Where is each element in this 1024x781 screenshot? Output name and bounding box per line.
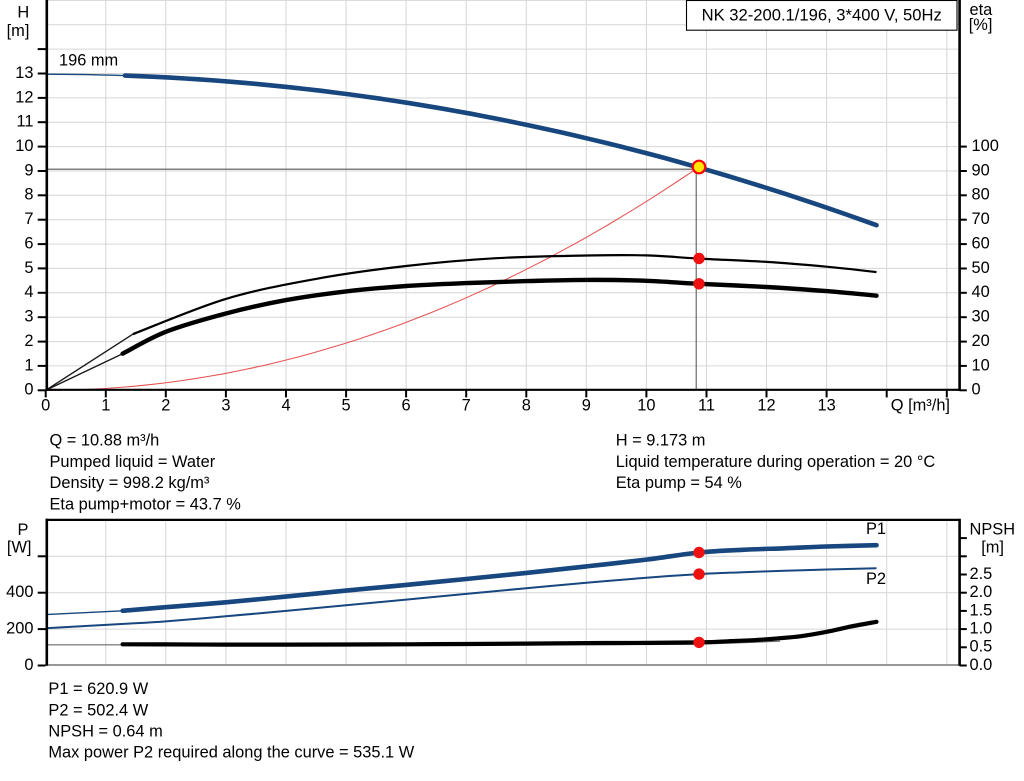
svg-text:40: 40	[972, 283, 990, 301]
svg-text:60: 60	[972, 235, 990, 253]
svg-text:3: 3	[24, 308, 33, 326]
svg-text:200: 200	[6, 620, 33, 638]
svg-text:12: 12	[757, 397, 775, 415]
svg-text:[%]: [%]	[969, 16, 993, 34]
svg-text:0: 0	[24, 381, 33, 399]
svg-text:8: 8	[522, 397, 531, 415]
svg-text:0.5: 0.5	[970, 638, 993, 656]
svg-text:H: H	[17, 4, 29, 22]
svg-text:1.0: 1.0	[970, 620, 993, 638]
svg-text:6: 6	[24, 235, 33, 253]
svg-text:[m]: [m]	[7, 22, 30, 40]
svg-text:13: 13	[817, 397, 835, 415]
svg-text:13: 13	[15, 64, 33, 82]
svg-text:1: 1	[101, 397, 110, 415]
svg-text:Density = 998.2 kg/m³: Density = 998.2 kg/m³	[50, 474, 210, 492]
svg-text:5: 5	[342, 397, 351, 415]
svg-text:12: 12	[15, 88, 33, 106]
svg-text:7: 7	[24, 210, 33, 228]
svg-text:6: 6	[402, 397, 411, 415]
svg-text:P1 = 620.9 W: P1 = 620.9 W	[48, 680, 148, 698]
svg-text:2: 2	[161, 397, 170, 415]
svg-text:Max power P2 required along th: Max power P2 required along the curve = …	[48, 744, 414, 762]
svg-text:1.5: 1.5	[970, 601, 993, 619]
svg-text:400: 400	[6, 583, 33, 601]
svg-text:8: 8	[24, 186, 33, 204]
svg-text:3: 3	[221, 397, 230, 415]
svg-text:2.5: 2.5	[970, 565, 993, 583]
svg-text:[m]: [m]	[981, 539, 1004, 557]
svg-text:7: 7	[462, 397, 471, 415]
svg-text:0: 0	[972, 381, 981, 399]
svg-text:P1: P1	[866, 520, 886, 538]
svg-text:0: 0	[24, 656, 33, 674]
svg-text:11: 11	[698, 397, 715, 415]
svg-text:NPSH = 0.64 m: NPSH = 0.64 m	[48, 722, 162, 740]
svg-text:0.0: 0.0	[970, 656, 993, 674]
svg-text:2.0: 2.0	[970, 583, 993, 601]
svg-text:20: 20	[972, 332, 990, 350]
svg-text:NPSH: NPSH	[970, 521, 1016, 539]
svg-text:100: 100	[972, 137, 999, 155]
svg-text:9: 9	[24, 161, 33, 179]
svg-text:196 mm: 196 mm	[59, 51, 118, 69]
svg-text:10: 10	[972, 356, 990, 374]
svg-text:NK 32-200.1/196, 3*400 V, 50Hz: NK 32-200.1/196, 3*400 V, 50Hz	[702, 6, 942, 25]
svg-text:Q [m³/h]: Q [m³/h]	[891, 397, 950, 415]
svg-text:11: 11	[16, 113, 33, 131]
svg-text:1: 1	[24, 356, 33, 374]
svg-text:4: 4	[24, 283, 33, 301]
svg-text:P2 = 502.4 W: P2 = 502.4 W	[48, 701, 148, 719]
svg-text:Eta pump+motor = 43.7 %: Eta pump+motor = 43.7 %	[50, 496, 241, 514]
svg-text:70: 70	[972, 210, 990, 228]
svg-text:5: 5	[24, 259, 33, 277]
svg-text:90: 90	[972, 161, 990, 179]
svg-text:9: 9	[582, 397, 591, 415]
svg-text:[W]: [W]	[7, 539, 32, 557]
svg-text:Liquid temperature during oper: Liquid temperature during operation = 20…	[616, 453, 936, 471]
svg-text:eta: eta	[970, 1, 994, 19]
svg-text:0: 0	[41, 397, 50, 415]
svg-text:4: 4	[281, 397, 290, 415]
svg-text:10: 10	[637, 397, 655, 415]
svg-text:10: 10	[15, 137, 33, 155]
svg-text:50: 50	[972, 259, 990, 277]
svg-text:2: 2	[24, 332, 33, 350]
svg-text:P2: P2	[866, 570, 886, 588]
svg-text:Pumped liquid = Water: Pumped liquid = Water	[50, 453, 216, 471]
svg-text:Q = 10.88 m³/h: Q = 10.88 m³/h	[50, 431, 160, 449]
svg-text:P: P	[18, 521, 29, 539]
svg-text:80: 80	[972, 186, 990, 204]
svg-text:H = 9.173 m: H = 9.173 m	[616, 431, 706, 449]
svg-text:Eta pump = 54 %: Eta pump = 54 %	[616, 474, 742, 492]
svg-text:30: 30	[972, 308, 990, 326]
